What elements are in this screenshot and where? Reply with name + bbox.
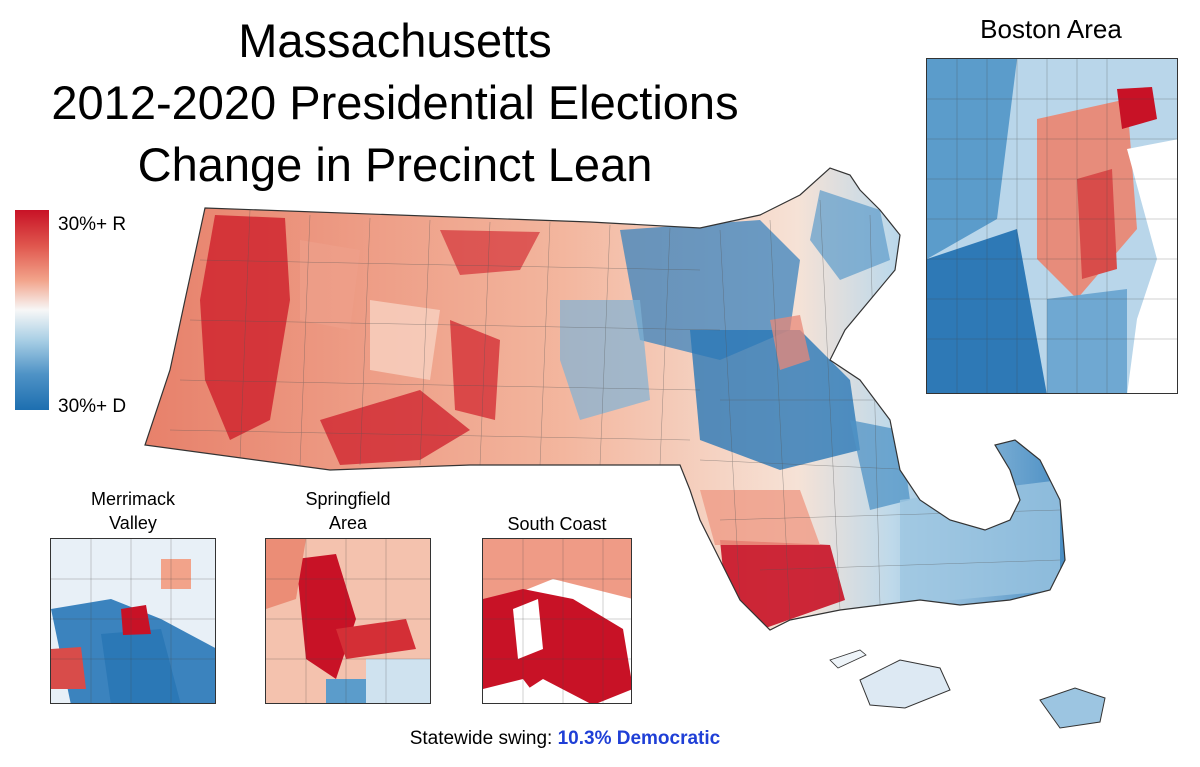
- inset-label-springfield: Springfield Area: [265, 487, 431, 535]
- inset-label-springfield-line1: Springfield: [305, 489, 391, 509]
- statewide-swing-label: Statewide swing:: [409, 728, 558, 749]
- inset-label-merrimack-line2: Valley: [109, 513, 157, 533]
- inset-label-south-coast: South Coast: [507, 514, 607, 534]
- marthas-vineyard: [859, 659, 951, 709]
- inset-map-south-coast: [482, 538, 632, 704]
- title-line-2: 2012-2020 Presidential Elections: [51, 76, 739, 129]
- inset-map-merrimack: [50, 538, 216, 704]
- inset-label-merrimack: Merrimack Valley: [50, 487, 216, 535]
- inset-map-springfield: [265, 538, 431, 704]
- statewide-swing: Statewide swing: 10.3% Democratic: [0, 728, 1130, 750]
- legend-color-bar: [15, 210, 49, 410]
- map-title: Massachusetts 2012-2020 Presidential Ele…: [0, 10, 790, 196]
- inset-label-springfield-line2: Area: [328, 513, 368, 533]
- state-outline: [144, 167, 1066, 631]
- legend-top-label: 30%+ R: [58, 214, 127, 235]
- title-line-3: Change in Precinct Lean: [137, 138, 653, 191]
- inset-map-boston: [926, 58, 1178, 394]
- inset-label-merrimack-line1: Merrimack: [91, 489, 175, 509]
- statewide-swing-value: 10.3% Democratic: [557, 728, 721, 749]
- elizabeth-islands: [829, 649, 867, 669]
- title-line-1: Massachusetts: [238, 14, 552, 67]
- inset-label-boston: Boston Area: [980, 14, 1122, 44]
- legend-bottom-label: 30%+ D: [58, 396, 127, 417]
- nantucket: [1039, 687, 1106, 729]
